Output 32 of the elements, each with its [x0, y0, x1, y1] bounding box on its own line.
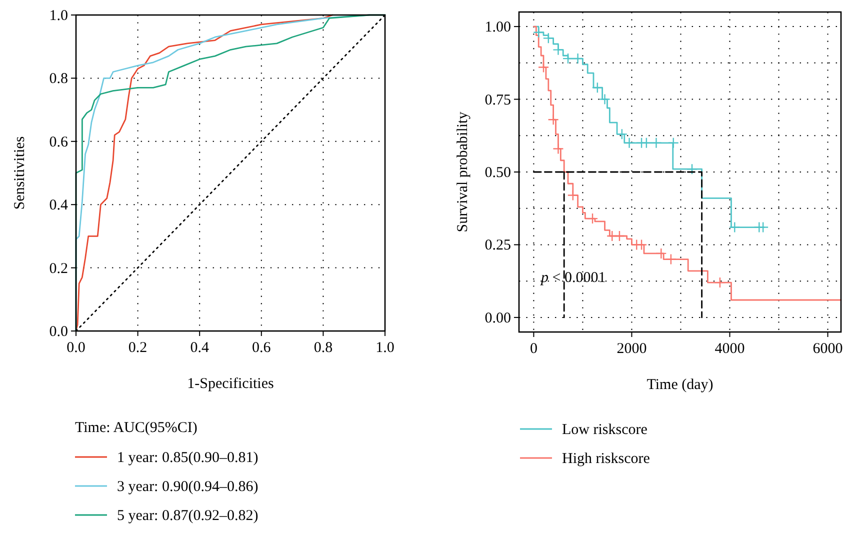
legend-label: 5 year: 0.87(0.92–0.82) [117, 508, 258, 524]
x-tick-label: 0.8 [314, 340, 333, 356]
y-tick-label: 1.0 [49, 8, 68, 24]
y-tick-label: 0.4 [49, 198, 68, 214]
y-tick-label: 0.6 [49, 134, 68, 150]
legend-label: Low riskscore [562, 422, 648, 438]
y-tick-label: 1.00 [484, 20, 511, 36]
y-tick-label: 0.2 [49, 260, 68, 277]
legend-label: 1 year: 0.85(0.90–0.81) [117, 450, 258, 466]
x-tick-label: 1.0 [376, 340, 394, 356]
y-tick-label: 0.00 [484, 310, 511, 326]
x-tick-label: 4000 [714, 341, 745, 357]
x-tick-label: 0.4 [190, 340, 210, 356]
y-tick-label: 0.8 [49, 71, 68, 88]
y-tick-label: 0.75 [484, 92, 511, 108]
legend-label: High riskscore [562, 451, 650, 467]
y-tick-label: 0.25 [484, 238, 511, 254]
annotation: p < 0.0001 [540, 270, 606, 286]
x-tick-label: 0 [530, 341, 538, 357]
y-tick-label: 0.0 [49, 324, 68, 340]
x-tick-label: 2000 [616, 341, 647, 357]
x-axis-title: 1-Specificities [187, 376, 274, 392]
x-tick-label: 0.6 [252, 340, 272, 356]
y-axis-title: Sensitivities [12, 136, 28, 210]
x-axis-title: Time (day) [646, 377, 714, 393]
x-tick-label: 0.0 [66, 340, 86, 356]
legend-label: 3 year: 0.90(0.94–0.86) [117, 479, 258, 495]
x-tick-label: 6000 [812, 341, 843, 357]
legend-title: Time: AUC(95%CI) [75, 420, 198, 436]
x-tick-label: 0.2 [128, 340, 148, 356]
y-axis-title: Survival probability [455, 111, 471, 232]
y-tick-label: 0.50 [484, 165, 511, 181]
